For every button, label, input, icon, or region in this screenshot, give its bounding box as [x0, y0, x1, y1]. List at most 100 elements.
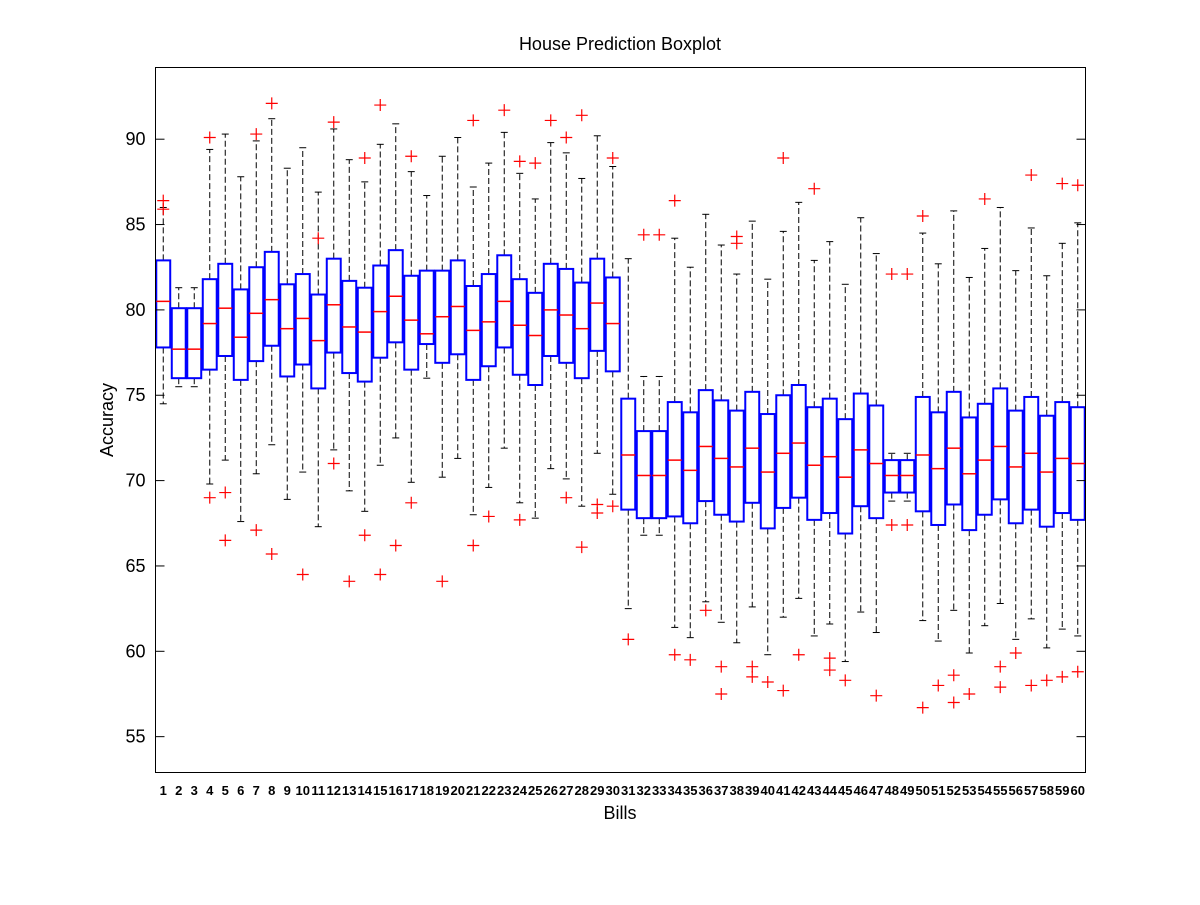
box	[992, 387, 1009, 501]
box	[186, 307, 203, 380]
outlier	[746, 670, 759, 683]
box	[418, 269, 435, 346]
outlier	[870, 689, 883, 702]
box	[248, 266, 265, 363]
outlier	[467, 114, 480, 127]
x-tick-label: 54	[978, 783, 993, 798]
outlier	[219, 486, 232, 499]
x-tick-label: 26	[544, 783, 558, 798]
x-tick-label: 19	[435, 783, 449, 798]
x-tick-label: 6	[237, 783, 244, 798]
outlier	[994, 660, 1007, 673]
outlier	[823, 664, 836, 677]
box	[511, 278, 528, 376]
outlier	[513, 513, 526, 526]
box	[232, 288, 249, 381]
outlier	[994, 681, 1007, 694]
x-tick-label: 43	[807, 783, 821, 798]
outlier	[777, 684, 790, 697]
box	[465, 284, 482, 381]
x-tick-label: 22	[482, 783, 496, 798]
x-tick-label: 28	[575, 783, 589, 798]
outlier	[358, 529, 371, 542]
outlier	[885, 268, 898, 281]
outlier	[560, 131, 573, 144]
y-tick-label: 60	[125, 641, 145, 661]
x-tick-label: 45	[838, 783, 852, 798]
box	[899, 459, 916, 494]
y-tick-label: 55	[125, 727, 145, 747]
box	[744, 390, 761, 504]
outlier	[389, 539, 402, 552]
x-tick-label: 35	[683, 783, 697, 798]
x-tick-label: 23	[497, 783, 511, 798]
outlier	[498, 104, 511, 117]
outlier	[219, 534, 232, 547]
outlier	[1071, 179, 1084, 192]
outlier	[808, 182, 821, 195]
x-tick-label: 41	[776, 783, 790, 798]
x-tick-label: 52	[947, 783, 961, 798]
outlier	[296, 568, 309, 581]
outlier	[792, 648, 805, 661]
box	[279, 283, 296, 378]
box	[976, 402, 993, 516]
box	[589, 257, 606, 352]
outlier	[343, 575, 356, 588]
x-tick-label: 32	[637, 783, 651, 798]
outlier	[885, 518, 898, 531]
y-tick-label: 65	[125, 556, 145, 576]
x-tick-label: 60	[1071, 783, 1085, 798]
box	[170, 307, 187, 380]
box	[1038, 414, 1055, 528]
y-tick-label: 75	[125, 385, 145, 405]
outlier	[606, 151, 619, 164]
box	[263, 250, 280, 347]
outlier	[746, 660, 759, 673]
outlier	[668, 194, 681, 207]
x-tick-label: 9	[284, 783, 291, 798]
x-tick-label: 55	[993, 783, 1007, 798]
box	[155, 259, 172, 349]
outlier	[560, 491, 573, 504]
x-tick-label: 29	[590, 783, 604, 798]
outlier	[916, 210, 929, 223]
outlier	[327, 116, 340, 129]
outlier	[203, 131, 216, 144]
outlier	[575, 541, 588, 554]
outlier	[513, 155, 526, 168]
outlier	[1056, 670, 1069, 683]
x-tick-label: 1	[160, 783, 167, 798]
outlier	[947, 669, 960, 682]
outlier	[250, 524, 263, 537]
outlier	[157, 203, 170, 216]
outlier	[1071, 665, 1084, 678]
chart-title: House Prediction Boxplot	[519, 34, 721, 54]
x-tick-label: 53	[962, 783, 976, 798]
x-tick-label: 8	[268, 783, 275, 798]
x-tick-label: 44	[823, 783, 838, 798]
x-tick-label: 34	[668, 783, 683, 798]
outlier	[653, 228, 666, 241]
outlier	[699, 604, 712, 617]
axes-frame	[155, 67, 1086, 773]
x-tick-label: 3	[191, 783, 198, 798]
x-tick-label: 24	[513, 783, 528, 798]
box	[527, 291, 544, 387]
box	[837, 418, 854, 535]
box	[573, 281, 590, 380]
outlier	[374, 568, 387, 581]
x-tick-label: 11	[311, 783, 325, 798]
box	[217, 262, 234, 357]
box	[759, 413, 776, 530]
x-tick-label: 46	[854, 783, 868, 798]
outlier	[358, 151, 371, 164]
x-tick-label: 31	[621, 783, 635, 798]
outlier	[591, 507, 604, 520]
box	[775, 394, 792, 509]
box	[201, 278, 218, 371]
x-tick-label: 27	[559, 783, 573, 798]
outlier	[932, 679, 945, 692]
outlier	[916, 701, 929, 714]
box	[294, 273, 311, 366]
